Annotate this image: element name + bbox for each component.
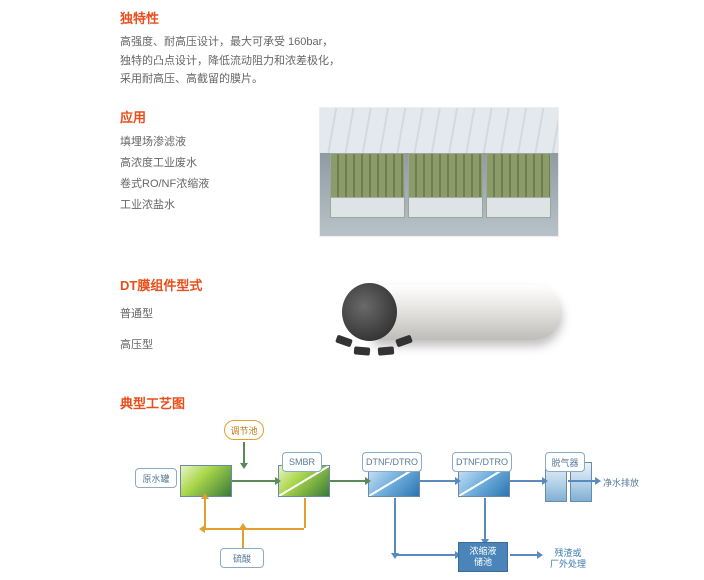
process-flowchart: 调节池原水罐SMBRDTNF/DTRODTNF/DTRO脱气器净水排放硫酸浓缩液…: [120, 420, 640, 580]
flow-arrow: [420, 480, 456, 482]
uniqueness-line: 高强度、耐高压设计，最大可承受 160bar，: [120, 33, 704, 52]
module-type-section: DT膜组件型式 普通型 高压型: [120, 255, 704, 375]
flow-arrow: [394, 498, 396, 554]
flow-arrow: [243, 442, 245, 464]
application-section: 应用 填埋场渗滤液 高浓度工业废水 卷式RO/NF浓缩液 工业浓盐水: [120, 107, 704, 237]
module-type-line: 普通型: [120, 304, 202, 325]
flow-arrow: [204, 498, 206, 528]
uniqueness-line: 采用耐高压、高截留的膜片。: [120, 70, 704, 89]
flow-node-n_liusuan: 硫酸: [220, 548, 264, 568]
flow-arrow: [242, 528, 244, 548]
flow-arrow: [568, 480, 596, 482]
process-heading: 典型工艺图: [120, 393, 704, 412]
application-heading: 应用: [120, 107, 209, 126]
flow-arrow: [394, 554, 456, 556]
module-type-heading: DT膜组件型式: [120, 275, 202, 294]
flow-arrow: [304, 498, 306, 528]
application-line: 高浓度工业废水: [120, 153, 209, 174]
flow-node-n_jingshui: 净水排放: [597, 472, 645, 492]
flow-node-n_nongsuo: 浓缩液 储池: [458, 542, 508, 572]
uniqueness-heading: 独特性: [120, 8, 704, 27]
flow-node-n_waiyun: 残渣或 厂外处理: [540, 546, 596, 572]
module-type-line: 高压型: [120, 335, 202, 356]
module-type-text: DT膜组件型式 普通型 高压型: [120, 275, 202, 356]
uniqueness-section: 独特性 高强度、耐高压设计，最大可承受 160bar， 独特的凸点设计，降低流动…: [120, 8, 704, 89]
flow-node-n_yuanshui: 原水罐: [135, 468, 177, 488]
uniqueness-line: 独特的凸点设计，降低流动阻力和浓差极化，: [120, 52, 704, 71]
flow-arrow: [484, 498, 486, 540]
flow-node-n_dtnf1: DTNF/DTRO: [362, 452, 422, 472]
flow-arrow: [330, 480, 366, 482]
flow-node-n_dtnf2: DTNF/DTRO: [452, 452, 512, 472]
application-line: 卷式RO/NF浓缩液: [120, 174, 209, 195]
flow-arrow: [204, 528, 304, 530]
flow-node-n_tiaojie: 调节池: [224, 420, 264, 440]
flow-node-n_tuoqi: 脱气器: [545, 452, 585, 472]
module-render: [332, 255, 572, 375]
flow-node-n_smbr: SMBR: [282, 452, 322, 472]
factory-photo: [319, 107, 559, 237]
application-line: 工业浓盐水: [120, 195, 209, 216]
flow-arrow: [510, 554, 538, 556]
flow-arrow: [232, 480, 276, 482]
flow-arrow: [510, 480, 543, 482]
process-section: 典型工艺图 调节池原水罐 SMBR DTNF/DTRO DTNF/DTRO 脱气器净水排…: [120, 393, 704, 580]
application-text: 应用 填埋场渗滤液 高浓度工业废水 卷式RO/NF浓缩液 工业浓盐水: [120, 107, 209, 216]
application-line: 填埋场渗滤液: [120, 132, 209, 153]
